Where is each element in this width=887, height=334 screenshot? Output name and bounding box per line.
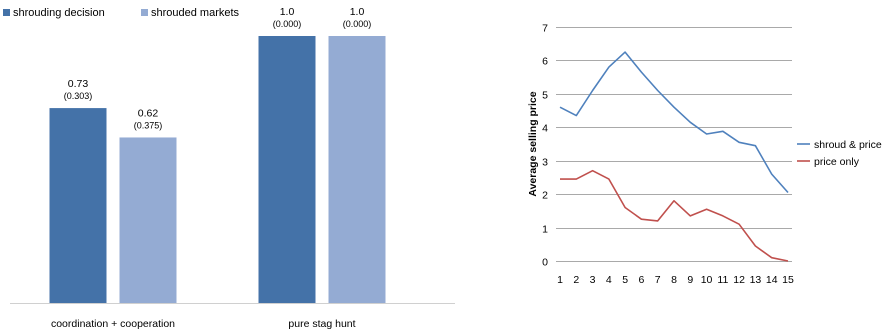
bar: [119, 137, 177, 303]
legend-label: price only: [814, 156, 860, 168]
bar-chart: shrouding decision shrouded markets 0.73 (0…: [3, 6, 455, 330]
x-tick-label: 13: [750, 274, 762, 286]
bar-value-label: 0.73: [68, 78, 89, 90]
y-tick-label: 1: [542, 224, 548, 236]
x-tick-label: 12: [733, 274, 745, 286]
legend-label: shroud & price: [814, 139, 882, 151]
x-tick-label: 1: [557, 274, 563, 286]
x-tick-label: 14: [766, 274, 778, 286]
bar-value-label: 0.62: [138, 107, 159, 119]
x-tick-label: 10: [701, 274, 713, 286]
bar-chart-svg: shrouding decision shrouded markets0.73(0…: [3, 6, 455, 330]
bar-value-label: 1.0: [280, 6, 295, 18]
x-tick-label: 11: [717, 274, 728, 286]
x-tick-label: 7: [655, 274, 661, 286]
series-line: [560, 169, 789, 262]
legend-label: shrouded markets: [151, 7, 240, 19]
y-axis-label: Average selling price: [527, 91, 539, 196]
y-tick-label: 5: [542, 90, 548, 102]
x-tick-label: 4: [606, 274, 612, 286]
y-tick-label: 4: [542, 123, 548, 135]
x-tick-label: 6: [639, 274, 645, 286]
x-tick-label: coordination + cooperation: [51, 318, 175, 330]
x-tick-label: 9: [687, 274, 693, 286]
y-tick-label: 7: [542, 23, 548, 35]
y-tick-label: 3: [542, 157, 548, 169]
x-tick-label: 15: [782, 274, 794, 286]
bar: [328, 36, 386, 303]
y-tick-label: 0: [542, 257, 548, 269]
x-tick-label: pure stag hunt: [288, 318, 355, 330]
x-tick-label: 3: [590, 274, 596, 286]
bar-se-label: (0.000): [343, 19, 372, 29]
bar: [49, 108, 107, 303]
bar: [258, 36, 316, 303]
series-line: [559, 51, 789, 194]
bar-se-label: (0.303): [64, 91, 93, 101]
legend-swatch: [3, 9, 10, 16]
legend-swatch: [141, 9, 148, 16]
x-tick-label: 2: [573, 274, 579, 286]
x-tick-label: 8: [671, 274, 677, 286]
y-tick-label: 2: [542, 190, 548, 202]
y-tick-label: 6: [542, 56, 548, 68]
bar-value-label: 1.0: [350, 6, 365, 18]
x-tick-label: 5: [622, 274, 628, 286]
bar-se-label: (0.375): [134, 120, 163, 130]
bar-se-label: (0.000): [273, 19, 302, 29]
line-chart: 0 1 2 3 4 5 6 7 1 2 3 4 5 6 7 8 9 10 11 12 13 14 15 Average sel…: [470, 0, 887, 334]
legend-label: shrouding decision: [13, 7, 105, 19]
